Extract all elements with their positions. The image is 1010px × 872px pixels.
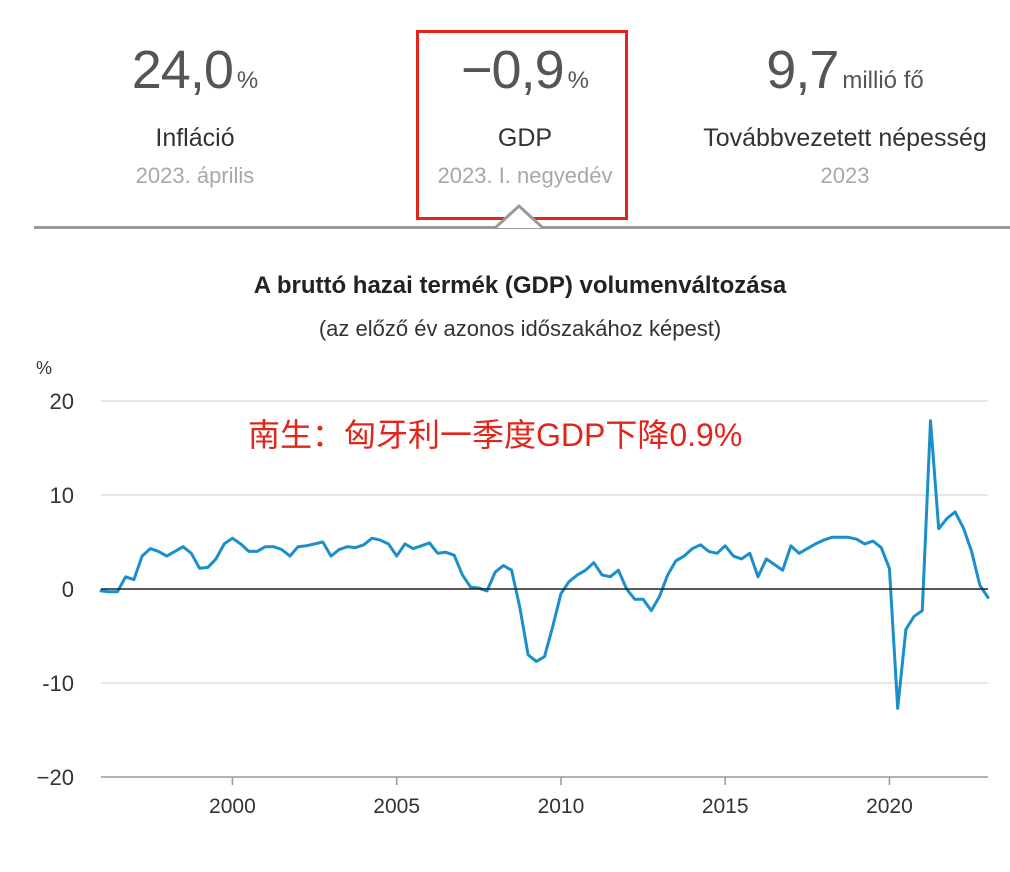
tab-pointer-icon xyxy=(495,203,545,229)
y-tick-label: −20 xyxy=(37,765,74,790)
stat-date: 2023 xyxy=(820,163,870,188)
series-line xyxy=(99,419,990,710)
stat-value: −0,9% xyxy=(461,40,589,100)
stat-unit: millió fő xyxy=(842,67,924,94)
y-tick-label: 0 xyxy=(62,577,74,602)
x-tick-label: 2000 xyxy=(209,795,256,818)
stat-unit: % xyxy=(567,67,589,94)
stat-label: GDP xyxy=(497,124,553,152)
stat-date: 2023. I. negyedév xyxy=(437,163,613,188)
stat-value: 9,7 millió fő xyxy=(766,40,924,100)
stat-gdp[interactable]: −0,9% GDP 2023. I. negyedév xyxy=(400,40,650,189)
stat-unit: % xyxy=(236,67,259,94)
stat-label: Infláció xyxy=(155,124,235,152)
highlight-box xyxy=(416,30,628,220)
chart-annotation: 南生：匈牙利一季度GDP下降0.9% xyxy=(248,417,743,453)
x-tick-label: 2005 xyxy=(373,795,420,818)
chart-subtitle: (az előző év azonos időszakához képest) xyxy=(318,316,722,341)
y-tick-label: -10 xyxy=(42,671,74,696)
y-tick-label: 10 xyxy=(50,483,74,508)
stat-population[interactable]: 9,7 millió fő Továbbvezetett népesség 202… xyxy=(680,40,1010,189)
y-axis-unit-label: % xyxy=(36,358,52,378)
stat-value: 24,0% xyxy=(131,40,259,100)
y-tick-label: 20 xyxy=(50,389,74,414)
stat-label: Továbbvezetett népesség xyxy=(703,124,987,152)
x-tick-label: 2020 xyxy=(866,795,913,818)
stat-date: 2023. április xyxy=(135,163,255,188)
chart-title: A bruttó hazai termék (GDP) volumenválto… xyxy=(253,272,787,299)
x-tick-label: 2015 xyxy=(702,795,749,818)
x-tick-label: 2010 xyxy=(538,795,585,818)
stat-inflation[interactable]: 24,0% Infláció 2023. április xyxy=(60,40,330,189)
